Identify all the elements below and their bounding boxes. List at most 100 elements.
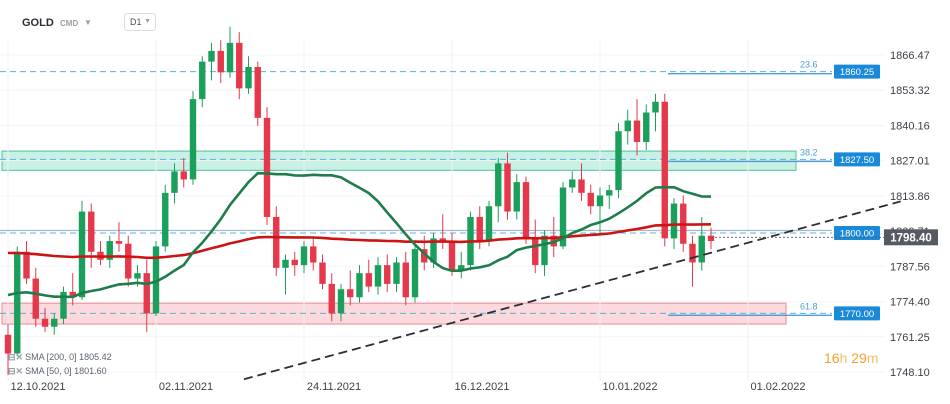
- candle-body: [541, 235, 548, 266]
- candle-body: [226, 42, 234, 73]
- candle-body: [365, 273, 372, 287]
- candle-body: [661, 101, 668, 239]
- chevron-down-icon: ▼: [144, 18, 151, 25]
- candle-body: [32, 278, 39, 319]
- price-label-box[interactable]: [834, 306, 880, 321]
- price-label[interactable]: 1800.00: [840, 229, 874, 240]
- sma-200-line: [8, 223, 712, 260]
- candle-body: [41, 318, 49, 327]
- chart-toolbar: GOLD CMD ▼ D1 ▼: [0, 0, 300, 40]
- candle-body: [263, 117, 271, 217]
- x-tick-label: 12.10.2021: [10, 381, 65, 393]
- candle-body: [374, 265, 382, 287]
- candle-body: [78, 211, 86, 298]
- candle-body: [384, 265, 391, 284]
- candle-body: [532, 238, 539, 266]
- candle-body: [439, 238, 446, 242]
- price-label-box[interactable]: [834, 64, 880, 79]
- fib-label: 38.2: [800, 147, 818, 157]
- legend-sma-50[interactable]: ⊟✕ SMA [50, 0] 1801.60: [8, 366, 107, 377]
- candle-body: [356, 273, 363, 298]
- candle-body: [347, 289, 354, 298]
- timer-hours-unit: h: [839, 350, 848, 366]
- y-tick-label: 1813.86: [890, 191, 930, 203]
- candle-body: [134, 273, 141, 279]
- candle-body: [624, 120, 631, 132]
- x-tick-label: 16.12.2021: [454, 381, 509, 393]
- close-icon[interactable]: ⊟✕: [8, 352, 24, 362]
- symbol-source: CMD: [60, 19, 79, 28]
- candle-body: [670, 203, 678, 239]
- candle-body: [458, 265, 465, 271]
- candle-body: [513, 182, 520, 212]
- candle-body: [411, 249, 419, 298]
- price-label[interactable]: 1770.00: [840, 309, 874, 320]
- timeframe-select[interactable]: D1 ▼: [124, 13, 156, 31]
- candle-body: [430, 238, 437, 263]
- current-price-label: 1798.40: [890, 232, 932, 244]
- y-tick-label: 1774.40: [890, 297, 930, 309]
- price-label-box[interactable]: [834, 226, 880, 241]
- close-icon[interactable]: ⊟✕: [8, 366, 24, 376]
- candle-body: [152, 246, 160, 314]
- candle-body: [615, 131, 622, 191]
- candle-body: [245, 66, 252, 89]
- trend-line[interactable]: [243, 200, 901, 381]
- price-label[interactable]: 1860.25: [840, 67, 874, 78]
- chevron-down-icon[interactable]: ▼: [84, 18, 92, 27]
- candle-body: [88, 211, 95, 252]
- candle-body: [421, 249, 428, 263]
- timer-hours: 16: [824, 350, 840, 366]
- y-tick-label: 1748.10: [890, 367, 930, 379]
- candle-body: [273, 216, 280, 268]
- candle-body: [606, 190, 613, 196]
- candle-body: [319, 262, 326, 284]
- price-label-box[interactable]: [834, 152, 880, 167]
- price-label[interactable]: 1827.50: [840, 155, 874, 166]
- x-tick-label: 10.01.2022: [602, 381, 657, 393]
- candle-body: [60, 291, 67, 319]
- y-tick-label: 1840.16: [890, 120, 930, 132]
- candle-body: [448, 241, 456, 271]
- fib-label: 23.6: [800, 60, 818, 70]
- candle-body: [23, 251, 30, 279]
- candle-body: [236, 42, 243, 89]
- legend-sma-200[interactable]: ⊟✕ SMA [200, 0] 1805.42: [8, 352, 112, 363]
- timer-minutes: 29: [851, 350, 867, 366]
- fib-label: 61.8: [800, 301, 818, 311]
- candle-body: [643, 112, 650, 142]
- x-tick-label: 24.11.2021: [307, 381, 361, 393]
- y-tick-label: 1827.01: [890, 156, 930, 168]
- candle-body: [633, 120, 641, 142]
- candle-body: [282, 259, 289, 268]
- timeframe-value: D1: [130, 17, 142, 27]
- candle-body: [652, 101, 659, 113]
- candle-body: [300, 246, 308, 266]
- legend-sma-50-label: SMA [50, 0] 1801.60: [25, 366, 107, 376]
- y-tick-label: 1761.25: [890, 332, 930, 344]
- candle-body: [504, 163, 511, 212]
- candle-body: [199, 61, 206, 100]
- candle-body: [217, 50, 224, 73]
- candle-body: [337, 289, 345, 314]
- x-tick-label: 02.11.2021: [159, 381, 213, 393]
- candle-body: [143, 273, 150, 314]
- candle-body: [402, 262, 409, 298]
- candle-body: [707, 235, 715, 242]
- candle-body: [485, 206, 493, 242]
- legend-sma-200-label: SMA [200, 0] 1805.42: [25, 352, 112, 362]
- candle-countdown: 16h 29m: [824, 350, 879, 366]
- candle-body: [254, 66, 261, 118]
- sma-50-line: [7, 171, 712, 299]
- candle-body: [125, 243, 132, 279]
- y-tick-label: 1866.47: [890, 50, 930, 62]
- x-tick-label: 01.02.2022: [750, 381, 805, 393]
- candle-body: [106, 241, 113, 260]
- candle-body: [4, 334, 12, 354]
- candle-body: [689, 243, 696, 263]
- y-tick-label: 1853.32: [890, 85, 930, 97]
- candle-body: [328, 283, 335, 314]
- candle-body: [578, 179, 585, 193]
- candle-body: [291, 259, 298, 266]
